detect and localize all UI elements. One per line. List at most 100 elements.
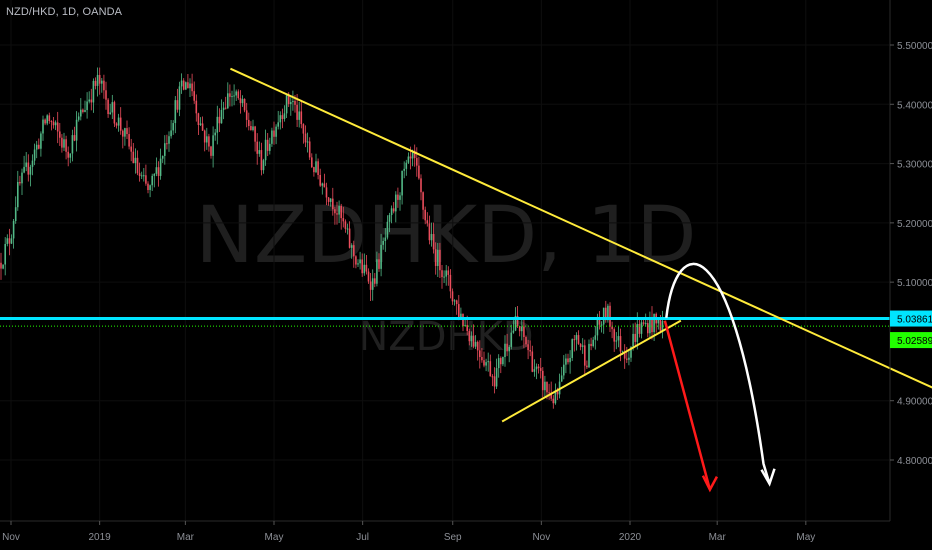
candle-body	[208, 136, 210, 147]
candle-body	[577, 335, 580, 344]
candle-body	[199, 123, 202, 125]
candle-body	[424, 209, 426, 221]
candle-body	[401, 170, 403, 196]
up-trendline	[501, 319, 682, 423]
candle-body	[556, 390, 559, 395]
candle-body	[115, 123, 118, 126]
time-axis[interactable]: Nov 2019 Mar May Jul Sep Nov 2020 Mar May	[2, 521, 815, 543]
candle-body	[317, 161, 319, 175]
candle-body	[264, 139, 267, 161]
candle-body	[250, 126, 252, 131]
candle-body	[109, 112, 111, 115]
candle-body	[623, 351, 626, 359]
candle-body	[466, 325, 468, 332]
candle-body	[201, 123, 204, 131]
candle-body	[659, 319, 662, 331]
candle-body	[44, 119, 46, 124]
candle-body	[111, 102, 114, 113]
candle-body	[544, 381, 546, 391]
candle-body	[521, 326, 523, 332]
candle-body	[512, 330, 515, 333]
candle-body	[531, 351, 534, 372]
candle-body	[453, 300, 456, 302]
candle-body	[584, 345, 586, 366]
candle-body	[178, 86, 181, 110]
candle-body	[56, 122, 59, 132]
candle-body	[369, 281, 372, 290]
candle-body	[271, 130, 273, 144]
candle-body	[441, 270, 443, 278]
candle-body	[357, 263, 359, 265]
price-axis[interactable]: 5.50000 5.40000 5.30000 5.20000 5.10000 4.900…	[890, 41, 932, 467]
candle-body	[422, 192, 424, 210]
candle-body	[332, 198, 334, 210]
candle-body	[447, 270, 450, 275]
candle-body	[38, 144, 40, 149]
x-tick-label: Mar	[177, 532, 195, 543]
candle-body	[164, 143, 166, 156]
candle-body	[571, 339, 573, 358]
candle-body	[61, 137, 63, 148]
candle-body	[138, 173, 141, 177]
candle-body	[306, 141, 309, 143]
candle-body	[189, 83, 191, 89]
candle-body	[241, 98, 244, 104]
candle-body	[279, 115, 282, 123]
candle-body	[567, 358, 569, 363]
candle-body	[596, 318, 599, 336]
candle-body	[69, 153, 72, 158]
candle-body	[59, 131, 61, 138]
candle-body	[308, 141, 311, 158]
candle-body	[71, 135, 74, 154]
candle-body	[29, 166, 32, 175]
drawings	[0, 67, 932, 493]
y-tick-label: 4.80000	[897, 456, 932, 467]
candle-body	[443, 276, 445, 278]
candle-body	[19, 181, 21, 184]
candle-body	[434, 249, 437, 266]
candle-body	[348, 228, 351, 248]
candle-body	[285, 95, 288, 114]
candle-body	[153, 173, 156, 176]
candle-body	[262, 160, 265, 171]
candle-body	[390, 208, 393, 216]
y-tick-label: 5.40000	[897, 100, 932, 111]
candle-body	[644, 323, 647, 325]
candle-body	[124, 128, 126, 137]
candle-body	[182, 80, 185, 90]
candle-body	[392, 208, 395, 212]
candle-body	[359, 259, 361, 264]
candle-body	[313, 167, 315, 173]
candle-body	[418, 165, 420, 179]
candle-body	[0, 262, 2, 269]
candle-body	[166, 143, 168, 145]
candle-body	[6, 238, 9, 244]
candle-body	[157, 167, 160, 176]
candle-body	[649, 317, 651, 334]
candle-body	[168, 136, 170, 144]
candle-body	[176, 100, 179, 110]
candle-body	[77, 116, 80, 120]
candle-body	[92, 80, 95, 103]
candle-body	[518, 326, 521, 332]
candle-body	[495, 368, 498, 387]
candle-body	[67, 151, 69, 158]
candle-body	[605, 307, 607, 321]
candle-body	[107, 99, 109, 115]
candle-body	[325, 187, 328, 198]
candle-body	[2, 264, 4, 269]
resistance-price-label: 5.03861	[897, 315, 932, 326]
bear-arrow-shaft	[663, 320, 712, 490]
candle-body	[350, 245, 353, 248]
candle-body	[248, 119, 250, 127]
candle-body	[588, 343, 590, 368]
candle-body	[514, 315, 517, 331]
candle-body	[46, 115, 48, 124]
candle-body	[474, 341, 477, 347]
candle-body	[258, 150, 261, 154]
candle-body	[554, 390, 557, 404]
candle-body	[525, 337, 527, 345]
candle-body	[353, 245, 355, 257]
candle-body	[430, 234, 433, 241]
